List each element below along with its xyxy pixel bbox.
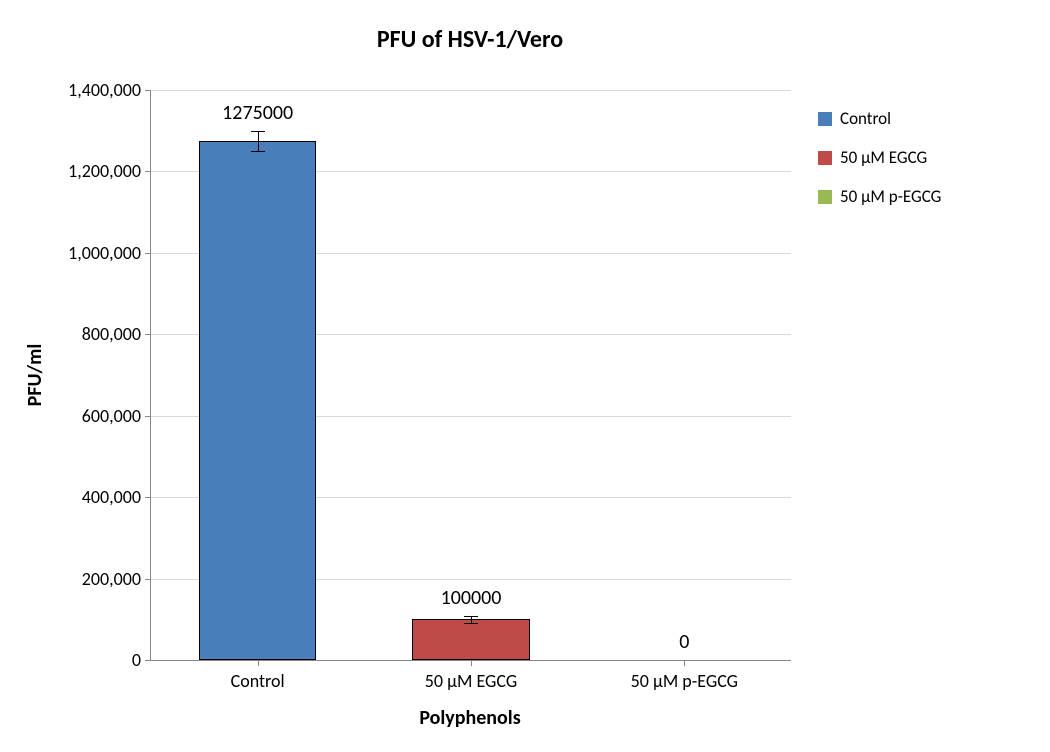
legend-label: Control: [840, 108, 891, 129]
plot-area: 0200,000400,000600,000800,0001,000,0001,…: [150, 90, 791, 661]
x-tick-label: 50 µM EGCG: [425, 660, 517, 692]
y-tick-label: 400,000: [82, 486, 151, 508]
legend-item: Control: [818, 108, 941, 129]
legend-swatch: [818, 151, 832, 165]
y-tick-label: 1,000,000: [68, 242, 151, 264]
y-tick-label: 200,000: [82, 568, 151, 590]
y-tick-label: 800,000: [82, 323, 151, 345]
x-tick-label: Control: [231, 660, 285, 692]
legend-label: 50 µM EGCG: [840, 147, 927, 168]
chart-title: PFU of HSV-1/Vero: [150, 25, 790, 54]
error-bar-cap: [251, 151, 265, 152]
error-bar: [258, 131, 259, 151]
y-tick-label: 1,400,000: [68, 79, 151, 101]
bar: [199, 141, 316, 660]
data-label: 0: [604, 630, 764, 654]
y-axis-title: PFU/ml: [23, 344, 47, 407]
legend-label: 50 µM p-EGCG: [840, 186, 941, 207]
bar: [412, 619, 529, 660]
gridline: [151, 90, 791, 91]
data-label: 1275000: [178, 101, 338, 125]
x-tick-label: 50 µM p-EGCG: [631, 660, 738, 692]
data-label: 100000: [391, 586, 551, 610]
legend-swatch: [818, 112, 832, 126]
error-bar-cap: [251, 131, 265, 132]
chart-container: PFU of HSV-1/Vero 0200,000400,000600,000…: [0, 0, 1050, 752]
y-tick-label: 600,000: [82, 405, 151, 427]
y-tick-label: 0: [132, 649, 151, 671]
legend-item: 50 µM EGCG: [818, 147, 941, 168]
x-axis-title: Polyphenols: [419, 706, 520, 730]
legend-item: 50 µM p-EGCG: [818, 186, 941, 207]
error-bar-cap: [464, 616, 478, 617]
legend-swatch: [818, 190, 832, 204]
error-bar-cap: [464, 623, 478, 624]
y-tick-label: 1,200,000: [68, 160, 151, 182]
legend: Control 50 µM EGCG 50 µM p-EGCG: [818, 108, 941, 225]
